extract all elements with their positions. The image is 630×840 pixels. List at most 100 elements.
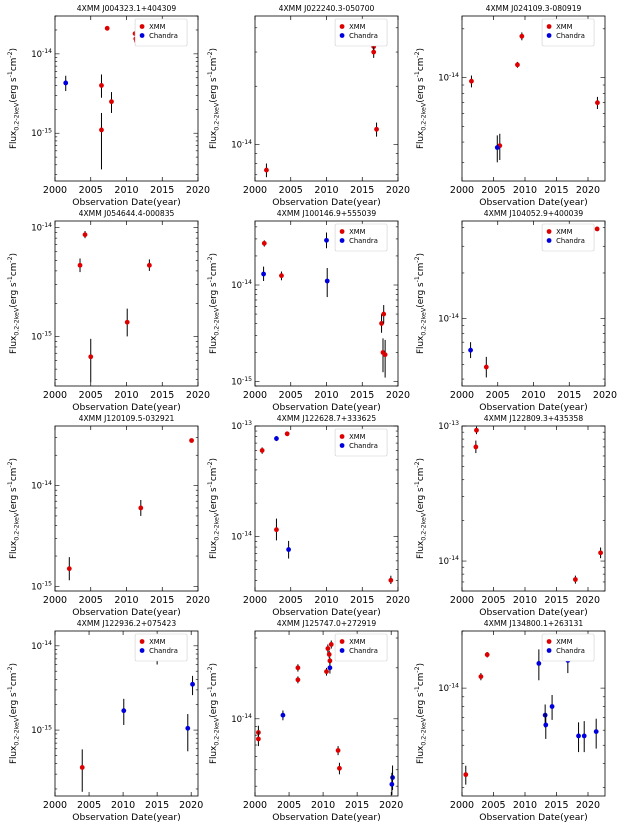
data-point-xmm [256, 736, 261, 742]
data-point-xmm [473, 444, 479, 450]
data-point-chandra [280, 712, 286, 718]
legend-marker [546, 648, 552, 653]
x-tick-label: 2000 [43, 390, 67, 401]
legend-label: XMM [556, 23, 573, 31]
chart-title: 4XMM J100146.9+555039 [277, 209, 377, 218]
x-tick-label: 2000 [450, 390, 474, 401]
x-tick-label: 2005 [279, 185, 303, 196]
x-tick-label: 2005 [79, 185, 103, 196]
data-point-xmm [138, 505, 144, 511]
y-axis-label: Flux0.2-2keV(erg s-1cm-2) [414, 48, 428, 149]
x-tick-label: 2020 [386, 390, 410, 401]
chart-panel: 4XMM J100146.9+555039 2000 2005 2010 2015 202… [207, 209, 410, 413]
x-axis-label: Observation Date(year) [272, 812, 381, 823]
x-tick-label: 2010 [513, 595, 537, 606]
x-tick-label: 2020 [576, 185, 600, 196]
y-tick-label: 10-14 [438, 555, 459, 567]
x-tick-label: 2010 [111, 800, 135, 811]
data-point-chandra [494, 145, 500, 150]
chart-title: 4XMM J122936.2+075423 [77, 619, 177, 628]
chart-panel: 4XMM J134800.1+263131 2000 2005 2010 2015 202… [414, 619, 606, 823]
y-tick-label: 10-14 [231, 139, 252, 151]
chart-title: 4XMM J122628.7+333625 [277, 414, 377, 423]
plot-frame [461, 15, 606, 182]
legend-marker [339, 24, 345, 29]
x-tick-label: 2010 [114, 185, 138, 196]
data-point-xmm [284, 431, 290, 437]
x-tick-label: 2020 [186, 185, 210, 196]
x-tick-label: 2015 [150, 185, 174, 196]
x-tick-label: 2005 [77, 800, 101, 811]
data-point-xmm [88, 354, 94, 360]
chart-title: 4XMM J125747.0+272919 [277, 619, 377, 628]
data-point-xmm [124, 319, 130, 325]
x-tick-label: 2000 [243, 185, 267, 196]
plot-frame [461, 425, 606, 592]
x-tick-label: 2000 [450, 185, 474, 196]
x-tick-label: 2010 [114, 595, 138, 606]
chart-title: 4XMM J122809.3+435358 [484, 414, 584, 423]
data-point-chandra [190, 681, 195, 687]
legend-label: Chandra [556, 32, 585, 40]
legend-marker [139, 648, 145, 653]
legend-box [541, 18, 595, 47]
legend-marker [546, 238, 552, 243]
legend-marker [546, 229, 552, 234]
legend-box [334, 223, 388, 252]
x-tick-label: 2005 [481, 595, 505, 606]
x-tick-label: 2000 [243, 390, 267, 401]
x-tick-label: 2000 [43, 800, 67, 811]
data-point-xmm [519, 33, 525, 39]
data-point-chandra [543, 722, 549, 728]
data-point-chandra [549, 704, 555, 709]
data-point-xmm [483, 364, 489, 370]
data-point-xmm [261, 240, 267, 246]
legend-box [334, 428, 388, 457]
y-axis-label: Flux0.2-2keV(erg s-1cm-2) [7, 253, 21, 354]
x-tick-label: 2000 [243, 595, 267, 606]
legend-marker [546, 33, 552, 38]
x-tick-label: 2005 [279, 595, 303, 606]
data-point-xmm [274, 527, 279, 533]
x-axis-label: Observation Date(year) [72, 197, 181, 208]
chart-title: 4XMM J024109.3-080919 [486, 4, 582, 13]
data-point-xmm [474, 427, 479, 433]
legend-box [541, 633, 595, 662]
x-axis-label: Observation Date(year) [479, 607, 588, 618]
legend-label: Chandra [149, 647, 178, 655]
x-tick-label: 2020 [386, 185, 410, 196]
legend-label: XMM [556, 228, 573, 236]
y-tick-label: 10-14 [31, 48, 52, 60]
data-point-chandra [327, 665, 333, 671]
y-axis-label: Flux0.2-2keV(erg s-1cm-2) [207, 458, 221, 559]
data-point-xmm [295, 665, 301, 671]
legend-label: XMM [149, 23, 166, 31]
y-tick-label: 10-14 [31, 640, 52, 652]
legend-marker [339, 229, 345, 234]
data-point-xmm [388, 577, 394, 583]
data-point-chandra [274, 436, 279, 441]
data-point-xmm [598, 550, 603, 556]
chart-panel: 4XMM J125747.0+272919 2000 2005 2010 2015 202… [207, 619, 403, 823]
data-point-chandra [185, 725, 191, 731]
x-tick-label: 2005 [486, 390, 510, 401]
data-point-chandra [121, 708, 127, 714]
data-point-chandra [468, 347, 473, 353]
y-axis-label: Flux0.2-2keV(erg s-1cm-2) [7, 458, 21, 559]
data-point-xmm [484, 652, 490, 658]
x-tick-label: 2000 [43, 185, 67, 196]
x-tick-label: 2010 [314, 390, 338, 401]
x-tick-label: 2010 [513, 185, 537, 196]
data-point-chandra [576, 733, 581, 739]
y-axis-label: Flux0.2-2keV(erg s-1cm-2) [207, 253, 221, 354]
x-tick-label: 2015 [557, 390, 581, 401]
legend-label: Chandra [556, 647, 585, 655]
y-tick-label: 10-14 [438, 313, 459, 325]
y-tick-label: 10-14 [231, 279, 252, 291]
x-tick-label: 2005 [79, 390, 103, 401]
y-tick-label: 10-15 [231, 376, 252, 388]
